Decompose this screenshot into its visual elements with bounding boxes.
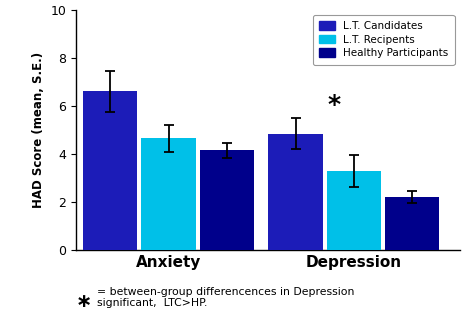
Legend: L.T. Candidates, L.T. Recipents, Healthy Participants: L.T. Candidates, L.T. Recipents, Healthy… <box>313 15 455 65</box>
Y-axis label: HAD Score (mean, S.E.): HAD Score (mean, S.E.) <box>32 52 45 208</box>
Text: = between-group differencences in Depression
significant,  LTC>HP.: = between-group differencences in Depres… <box>97 287 355 308</box>
Text: ∗: ∗ <box>76 292 92 311</box>
Bar <box>327 171 381 250</box>
Text: *: * <box>328 93 341 117</box>
Bar <box>268 134 323 250</box>
Bar <box>141 138 196 250</box>
Bar <box>385 197 439 250</box>
Bar <box>83 91 137 250</box>
Bar <box>200 151 254 250</box>
